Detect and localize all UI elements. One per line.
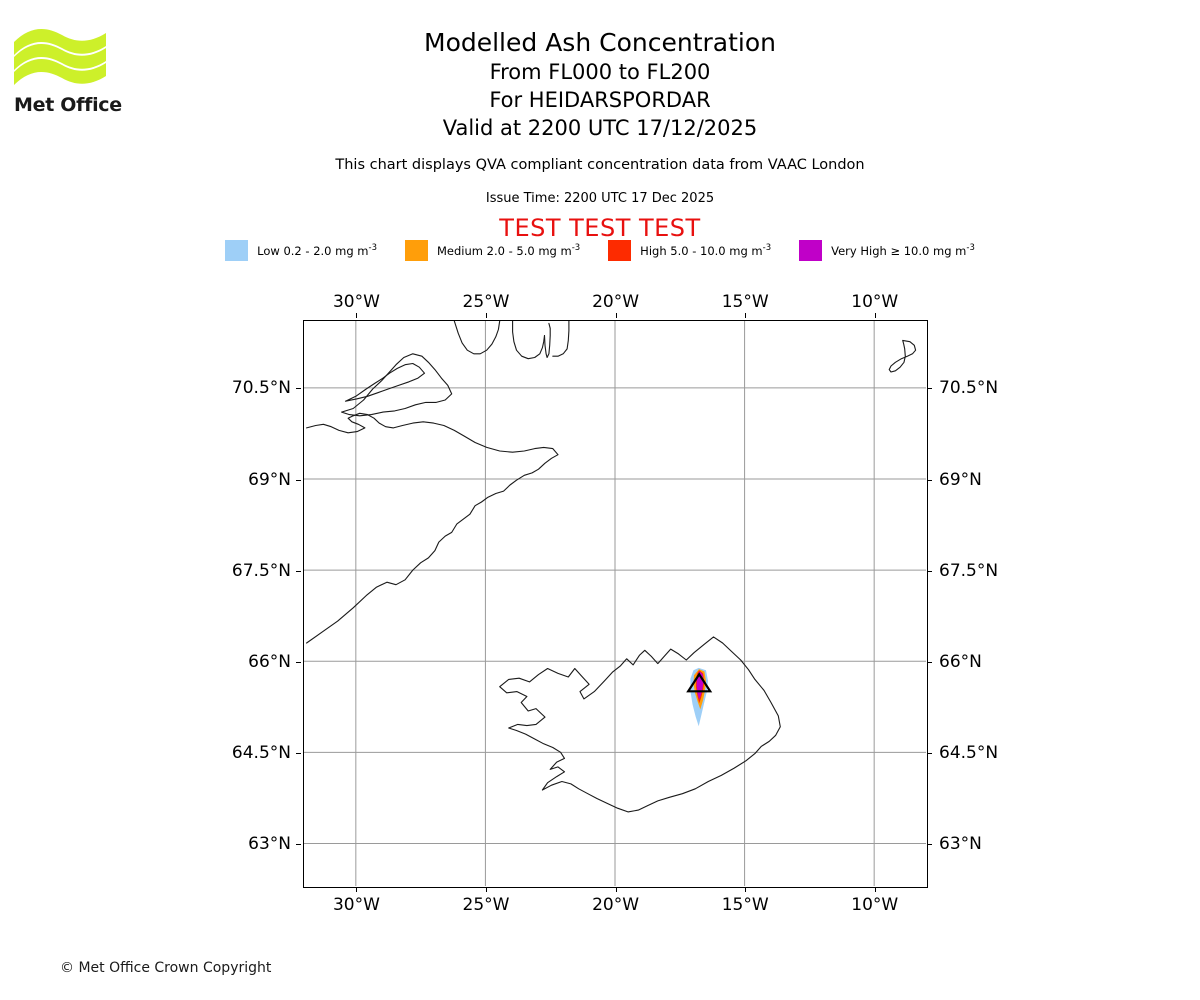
- lat-tickmark: [927, 388, 932, 390]
- lat-tick-label-left: 70.5°N: [231, 378, 291, 399]
- legend-item-high: High 5.0 - 10.0 mg m-3: [608, 240, 771, 261]
- lat-tickmark: [296, 752, 301, 754]
- lon-tickmark: [615, 887, 617, 892]
- lat-tickmark: [927, 661, 932, 663]
- issue-time: Issue Time: 2200 UTC 17 Dec 2025: [485, 191, 715, 206]
- volcano-triangle-icon: [686, 672, 713, 693]
- lon-tick-label: 25°W: [462, 895, 510, 915]
- legend-label-text: Medium 2.0 - 5.0 mg m: [436, 243, 572, 258]
- lat-tickmark: [296, 570, 301, 572]
- coastlines: [306, 321, 917, 813]
- lon-tickmark: [356, 887, 358, 892]
- met-office-wave-icon: [14, 28, 106, 85]
- test-banner: TEST TEST TEST: [499, 214, 701, 242]
- lat-tick-label-left: 66°N: [248, 651, 291, 672]
- legend-label-text: Very High ≥ 10.0 mg m: [831, 243, 967, 258]
- lon-tick-label: 15°W: [721, 292, 769, 312]
- lat-tick-label-left: 63°N: [248, 834, 291, 855]
- legend-item-medium: Medium 2.0 - 5.0 mg m-3: [404, 240, 580, 261]
- lon-tickmark: [615, 313, 617, 318]
- legend-swatch-medium: [404, 240, 428, 261]
- legend-label-text: High 5.0 - 10.0 mg m: [640, 243, 763, 258]
- lat-tickmark: [927, 479, 932, 481]
- lat-tick-label-right: 69°N: [939, 469, 982, 490]
- flight-level-subtitle: From FL000 to FL200: [489, 60, 711, 84]
- lon-tickmark: [745, 887, 747, 892]
- logo-wave-band-2: [14, 43, 106, 70]
- lon-tick-label: 15°W: [721, 895, 769, 915]
- lat-tickmark: [927, 752, 932, 754]
- lat-tickmark: [296, 661, 301, 663]
- logo-wave-band-3: [14, 58, 106, 85]
- met-office-logo: Met Office: [12, 22, 192, 116]
- legend-swatch-high: [608, 240, 632, 261]
- legend-label-exponent: -3: [571, 243, 581, 254]
- legend-label-high: High 5.0 - 10.0 mg m-3: [640, 243, 771, 258]
- page-title: Modelled Ash Concentration: [424, 28, 776, 57]
- coastline-greenland-north-d: [552, 321, 570, 357]
- lat-tickmark: [927, 844, 932, 846]
- lon-tickmark: [486, 313, 488, 318]
- lon-tick-label: 25°W: [462, 292, 510, 312]
- coastline-greenland-island1: [341, 353, 453, 417]
- lon-tick-label: 20°W: [592, 292, 640, 312]
- legend-label-exponent: -3: [966, 243, 975, 254]
- map-gridlines: [304, 321, 926, 886]
- lon-tick-label: 30°W: [332, 292, 380, 312]
- coastline-greenland-north-a: [453, 321, 501, 355]
- lat-tickmark: [296, 844, 301, 846]
- valid-time-subtitle: Valid at 2200 UTC 17/12/2025: [442, 116, 758, 140]
- map-plot-frame: [303, 320, 928, 888]
- legend-label-medium: Medium 2.0 - 5.0 mg m-3: [437, 243, 580, 258]
- legend-label-text: Low 0.2 - 2.0 mg m: [257, 243, 369, 258]
- legend-swatch-very-high: [799, 240, 823, 261]
- coastline-greenland-main: [306, 412, 559, 644]
- lat-tick-label-right: 66°N: [939, 651, 982, 672]
- logo-wave-band-1: [14, 28, 106, 55]
- lat-tick-label-right: 67.5°N: [939, 560, 999, 581]
- coastline-greenland-island2: [344, 362, 426, 402]
- legend-item-low: Low 0.2 - 2.0 mg m-3: [225, 240, 377, 261]
- concentration-legend: Low 0.2 - 2.0 mg m-3 Medium 2.0 - 5.0 mg …: [0, 240, 1200, 261]
- lat-tick-label-right: 64.5°N: [939, 742, 999, 763]
- ash-plume: [690, 667, 708, 727]
- legend-label-very-high: Very High ≥ 10.0 mg m-3: [831, 243, 975, 258]
- lat-tick-label-left: 67.5°N: [231, 560, 291, 581]
- lon-tickmark: [356, 313, 358, 318]
- chart-title-block: Modelled Ash Concentration From FL000 to…: [0, 28, 1200, 142]
- lon-tick-label: 30°W: [332, 895, 380, 915]
- coastline-janmayen: [888, 339, 917, 373]
- lon-tickmark: [874, 887, 876, 892]
- lat-tick-label-left: 69°N: [248, 469, 291, 490]
- lon-tickmark: [745, 313, 747, 318]
- copyright-notice: © Met Office Crown Copyright: [60, 960, 272, 976]
- coastline-greenland-north-c: [543, 322, 551, 359]
- map-canvas: [304, 321, 926, 886]
- lon-tick-label: 10°W: [851, 895, 899, 915]
- lat-tickmark: [296, 388, 301, 390]
- volcano-marker-icon: [686, 672, 713, 693]
- legend-label-exponent: -3: [762, 243, 772, 254]
- lat-tickmark: [927, 570, 932, 572]
- met-office-logo-text: Met Office: [14, 94, 122, 116]
- legend-label-exponent: -3: [368, 243, 377, 254]
- lon-tick-label: 10°W: [851, 292, 899, 312]
- lon-tickmark: [874, 313, 876, 318]
- lon-tickmark: [486, 887, 488, 892]
- lat-tick-label-right: 70.5°N: [939, 378, 999, 399]
- lon-tick-label: 20°W: [592, 895, 640, 915]
- location-subtitle: For HEIDARSPORDAR: [489, 88, 711, 112]
- legend-item-very-high: Very High ≥ 10.0 mg m-3: [799, 240, 975, 261]
- chart-description: This chart displays QVA compliant concen…: [335, 157, 865, 173]
- coastline-greenland-north-b: [512, 321, 546, 360]
- lat-tick-label-left: 64.5°N: [231, 742, 291, 763]
- lat-tick-label-right: 63°N: [939, 834, 982, 855]
- map-container: 30°W 25°W 20°W 15°W 10°W 30°W 25°W 20°W 15°W 10°…: [232, 292, 998, 915]
- coastline-iceland: [499, 636, 781, 813]
- legend-label-low: Low 0.2 - 2.0 mg m-3: [257, 243, 377, 258]
- legend-swatch-low: [225, 240, 249, 261]
- lat-tickmark: [296, 479, 301, 481]
